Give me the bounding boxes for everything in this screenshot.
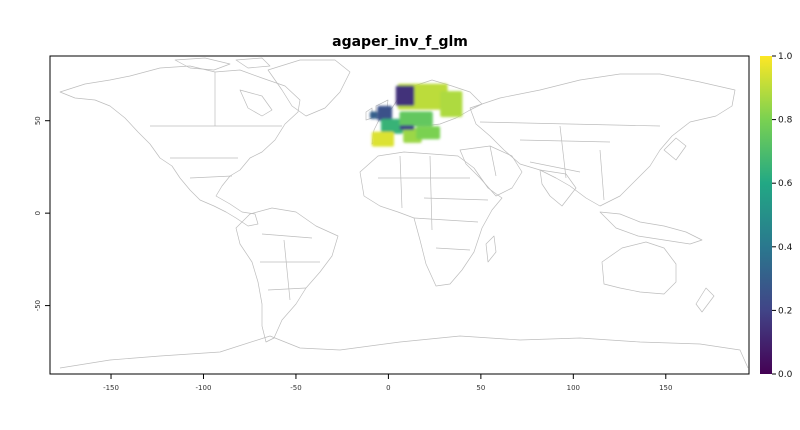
colorbar-tick-label: 0.2 [778,306,792,316]
asia-outline [469,73,736,207]
y-tick-label: -50 [34,300,42,311]
colorbar-tick-label: 0.0 [778,370,793,380]
raster-region-5 [381,118,404,134]
raster-region-7 [371,131,394,147]
y-tick-label: 0 [34,211,42,215]
x-tick-label: 50 [476,384,485,392]
x-tick-label: -150 [103,384,119,392]
north-america-outline [59,65,301,227]
x-tick-label: -50 [290,384,301,392]
colorbar-axis: 0.0 0.2 0.4 0.6 0.8 1.0 [772,52,793,380]
x-tick-label: 150 [659,384,672,392]
plot-frame [49,55,750,375]
antarctica-outline [59,335,749,369]
colorbar-tick-label: 0.4 [778,243,793,253]
africa-outline [359,151,503,287]
colorbar [760,56,772,374]
chart-title: agaper_inv_f_glm [332,34,468,50]
x-axis: -150 -100 -50 0 50 100 150 [103,374,672,392]
raster-region-1 [395,85,415,106]
colorbar-tick-label: 0.8 [778,116,793,126]
australia-outline [601,241,677,295]
raster-region-3 [377,105,393,121]
colorbar-tick-label: 1.0 [778,52,793,62]
greenland-outline [267,59,351,117]
raster-region-10 [399,125,415,130]
x-tick-label: -100 [196,384,212,392]
raster-region-6 [399,111,433,127]
x-tick-label: 0 [386,384,390,392]
raster-region-9 [416,126,441,140]
suitability-raster [369,83,463,147]
raster-region-4 [369,111,378,119]
y-axis: 50 0 -50 [34,116,50,311]
y-tick-label: 50 [34,116,42,125]
x-tick-label: 100 [567,384,580,392]
south-america-outline [235,207,339,343]
raster-region-2 [440,91,463,117]
colorbar-tick-label: 0.6 [778,179,793,189]
